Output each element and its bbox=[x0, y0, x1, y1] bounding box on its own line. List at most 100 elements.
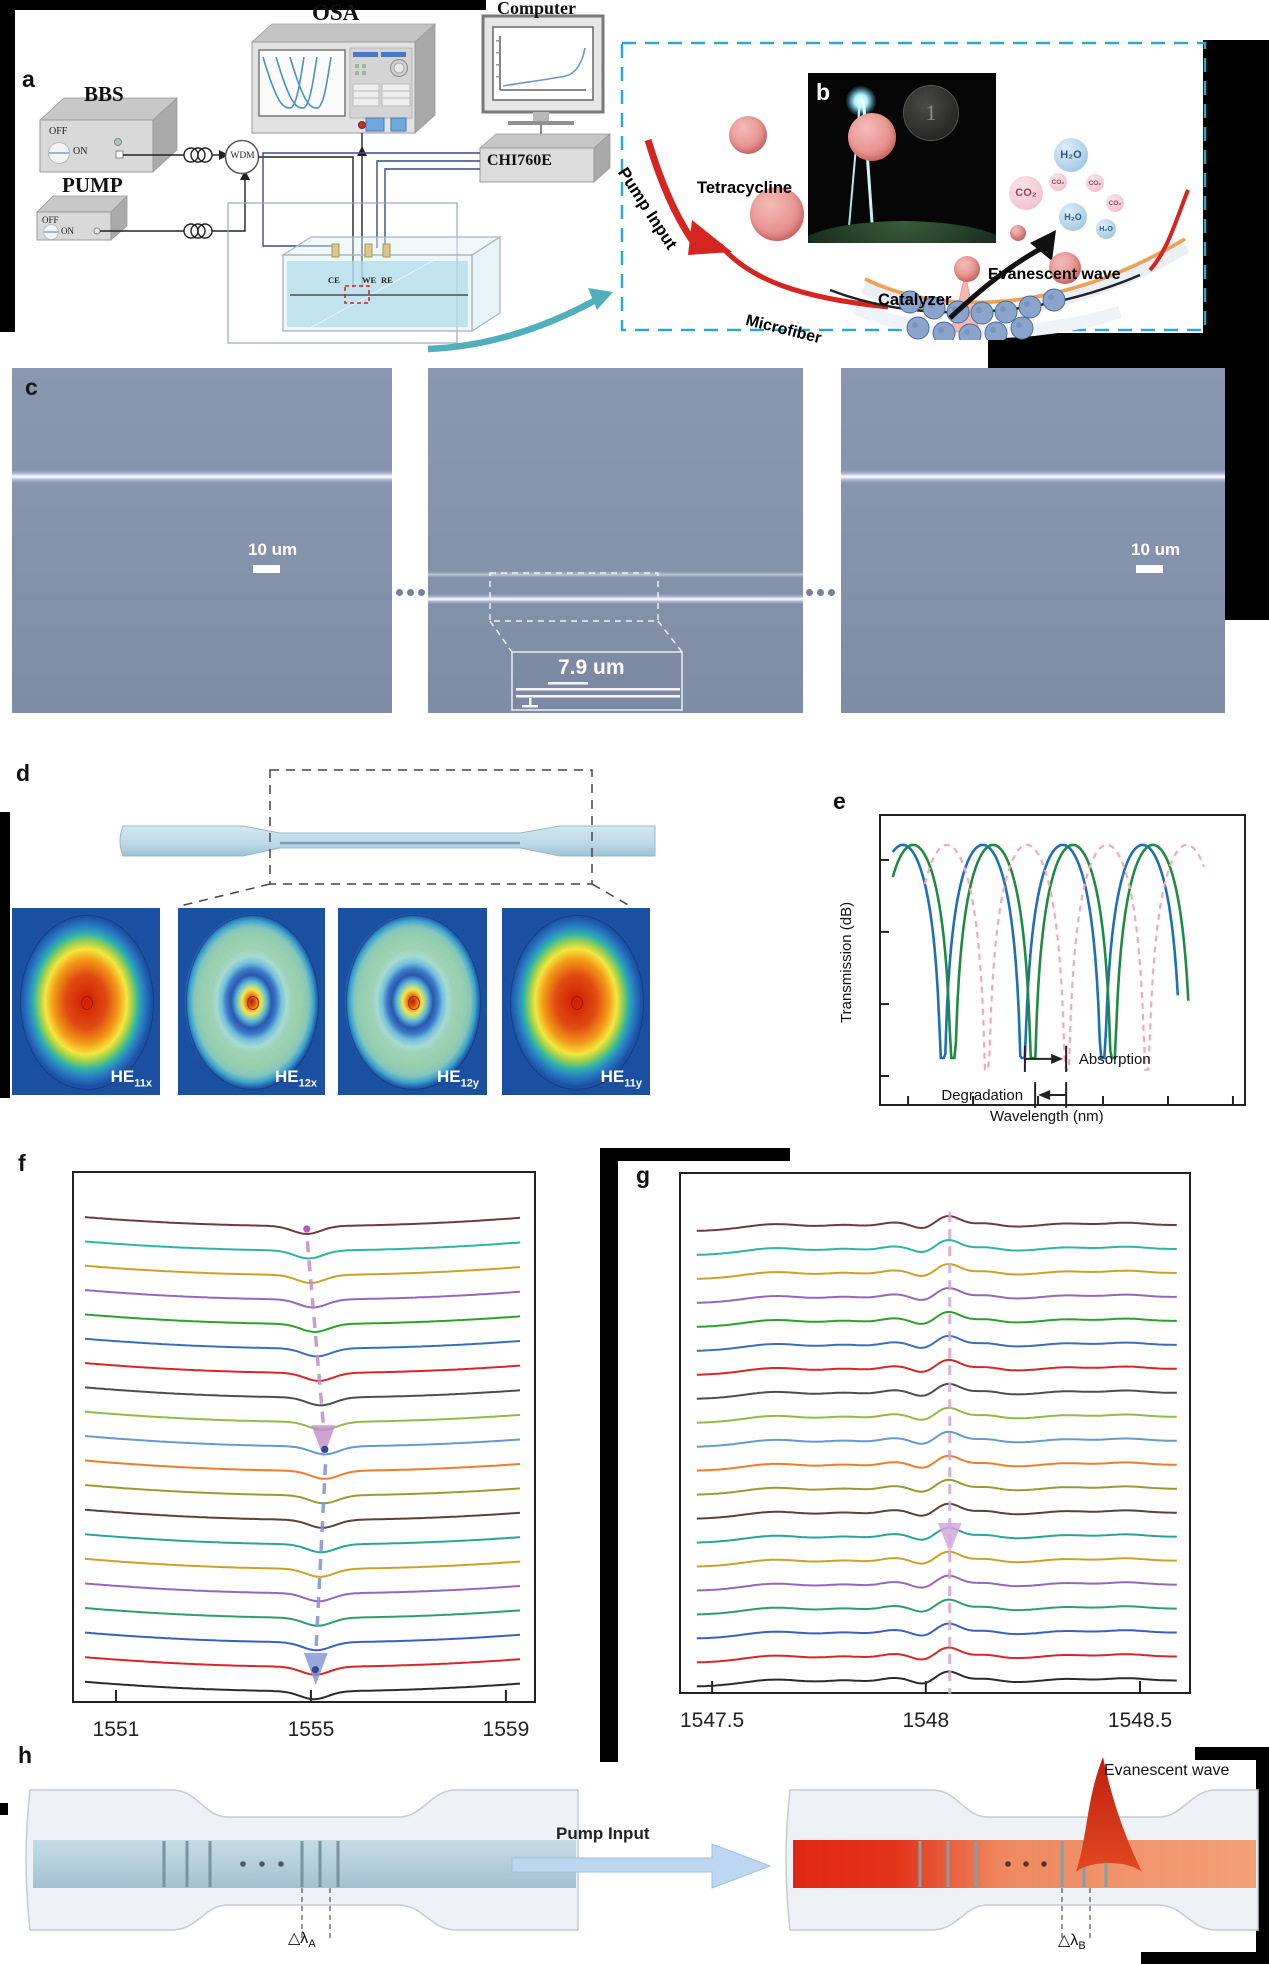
mode-profile-he11x: HE11x bbox=[12, 908, 160, 1095]
h2o-text: H₂O bbox=[1099, 225, 1113, 233]
glowing-fiber-photo: 1 b bbox=[808, 73, 996, 243]
electrode-re-label: RE bbox=[381, 275, 393, 285]
svg-text:1548: 1548 bbox=[902, 1709, 949, 1732]
coin-digit: 1 bbox=[925, 100, 937, 125]
co2-molecule: CO₂ bbox=[1009, 176, 1043, 210]
filler-bar bbox=[600, 1148, 790, 1161]
mode-label: HE12y bbox=[437, 1066, 479, 1089]
spectra-chart-absorption: 1547.5 1548 1548.5 bbox=[679, 1172, 1191, 1732]
h2o-molecule: H₂O bbox=[1096, 219, 1116, 239]
delta-lambda-b-label: △λB bbox=[1058, 1932, 1086, 1953]
coin: 1 bbox=[903, 85, 959, 141]
pump-label: PUMP bbox=[62, 173, 123, 197]
co2-text: CO₂ bbox=[1015, 187, 1037, 199]
co2-text: CO₂ bbox=[1088, 179, 1102, 187]
bbs-on-label: ON bbox=[73, 146, 88, 157]
bbs-label: BBS bbox=[84, 82, 124, 106]
bbs-off-label: OFF bbox=[49, 126, 68, 137]
co2-molecule: CO₂ bbox=[1049, 173, 1067, 191]
fiber-image-line bbox=[428, 594, 803, 604]
panel-g-label: g bbox=[636, 1162, 651, 1188]
fiber-boundary-ellipse bbox=[346, 915, 481, 1090]
svg-text:Degradation: Degradation bbox=[941, 1087, 1023, 1104]
co2-molecule: CO₂ bbox=[1106, 194, 1124, 212]
svg-text:Absorption: Absorption bbox=[1079, 1051, 1151, 1068]
tetracycline-molecule bbox=[729, 116, 767, 154]
h2o-molecule: H₂O bbox=[1054, 138, 1088, 172]
filler-bar bbox=[988, 333, 1269, 369]
scale-label-left: 10 um bbox=[248, 540, 298, 559]
ellipsis-dot bbox=[407, 589, 414, 596]
photo-hill bbox=[808, 221, 996, 243]
svg-text:1559: 1559 bbox=[483, 1718, 530, 1741]
co2-text: CO₂ bbox=[1108, 199, 1122, 207]
fbg-fiber-diagram bbox=[25, 1757, 1259, 1942]
micrograph-right bbox=[841, 368, 1225, 713]
panel-f-label: f bbox=[18, 1150, 26, 1176]
e-x-axis-label: Wavelength (nm) bbox=[990, 1108, 1104, 1125]
transmission-chart: Absorption Degradation bbox=[879, 814, 1246, 1108]
tetracycline-molecule bbox=[750, 187, 804, 241]
svg-text:1551: 1551 bbox=[93, 1718, 140, 1741]
tetracycline-label: Tetracycline bbox=[697, 179, 793, 197]
osa-label: OSA bbox=[312, 0, 360, 25]
ellipsis-dot bbox=[418, 589, 425, 596]
fiber-glow-point bbox=[846, 86, 876, 116]
taper-diagram bbox=[119, 769, 656, 907]
mode-profile-he12y: HE12y bbox=[338, 908, 487, 1095]
catalyzer-label: Catalyzer bbox=[878, 291, 952, 309]
pump-off-label: OFF bbox=[42, 215, 59, 225]
scale-bar-right bbox=[1136, 565, 1163, 573]
pump-on-label: ON bbox=[61, 226, 74, 236]
scale-bar-left bbox=[253, 565, 280, 573]
co2-text: CO₂ bbox=[1051, 178, 1065, 186]
fiber-boundary-ellipse bbox=[186, 915, 319, 1090]
setup-diagram bbox=[36, 14, 613, 353]
electrode-ce-label: CE bbox=[328, 275, 340, 285]
co2-molecule: CO₂ bbox=[1086, 174, 1104, 192]
filler-bar bbox=[0, 812, 10, 1098]
h2o-text: H₂O bbox=[1064, 212, 1082, 222]
filler-bar bbox=[1203, 40, 1269, 333]
filler-bar bbox=[600, 1148, 618, 1762]
h2o-molecule: H₂O bbox=[1059, 203, 1087, 231]
mode-label: HE11y bbox=[600, 1066, 642, 1089]
core-ellipse bbox=[571, 995, 583, 1010]
mode-label: HE11x bbox=[110, 1066, 152, 1089]
svg-text:1555: 1555 bbox=[288, 1718, 335, 1741]
svg-text:1547.5: 1547.5 bbox=[680, 1709, 744, 1732]
filler-bar bbox=[0, 1803, 8, 1815]
pump-input-h-label: Pump Input bbox=[556, 1824, 650, 1843]
e-y-axis-label: Transmission (dB) bbox=[838, 901, 855, 1023]
ellipsis-dot bbox=[396, 589, 403, 596]
filler-bar bbox=[1225, 369, 1269, 620]
tetracycline-molecule bbox=[1049, 252, 1081, 284]
filler-bar bbox=[0, 0, 15, 332]
h2o-text: H₂O bbox=[1060, 149, 1082, 161]
svg-text:1548.5: 1548.5 bbox=[1108, 1709, 1172, 1732]
core-ellipse bbox=[81, 995, 93, 1010]
core-ellipse bbox=[407, 995, 420, 1010]
panel-h-label: h bbox=[18, 1742, 33, 1768]
core-ellipse bbox=[246, 995, 259, 1010]
delta-lambda-a-label: △λA bbox=[288, 1930, 316, 1951]
computer-label: Computer bbox=[497, 0, 576, 18]
fiber-boundary-ellipse bbox=[20, 915, 154, 1090]
micrograph-middle bbox=[428, 368, 803, 713]
tetracycline-molecule bbox=[954, 256, 980, 282]
panel-a-label: a bbox=[22, 66, 35, 92]
fiber-image-line bbox=[12, 470, 392, 483]
electrode-we-label: WE bbox=[362, 275, 377, 285]
spectra-chart-degradation: 1551 1555 1559 bbox=[72, 1171, 536, 1741]
filler-bar bbox=[1141, 1952, 1269, 1964]
fiber-image-line bbox=[841, 470, 1225, 483]
evanescent-wave-h-label: Evanescent wave bbox=[1104, 1762, 1230, 1779]
scale-label-right: 10 um bbox=[1131, 540, 1181, 559]
micrograph-inset-links bbox=[489, 572, 683, 711]
inset-measure-label: 7.9 um bbox=[558, 656, 625, 679]
tetracycline-molecule bbox=[1010, 225, 1026, 241]
filler-bar bbox=[1195, 1747, 1269, 1760]
mode-profile-he12x: HE12x bbox=[178, 908, 325, 1095]
fiber-image-line bbox=[428, 571, 803, 578]
